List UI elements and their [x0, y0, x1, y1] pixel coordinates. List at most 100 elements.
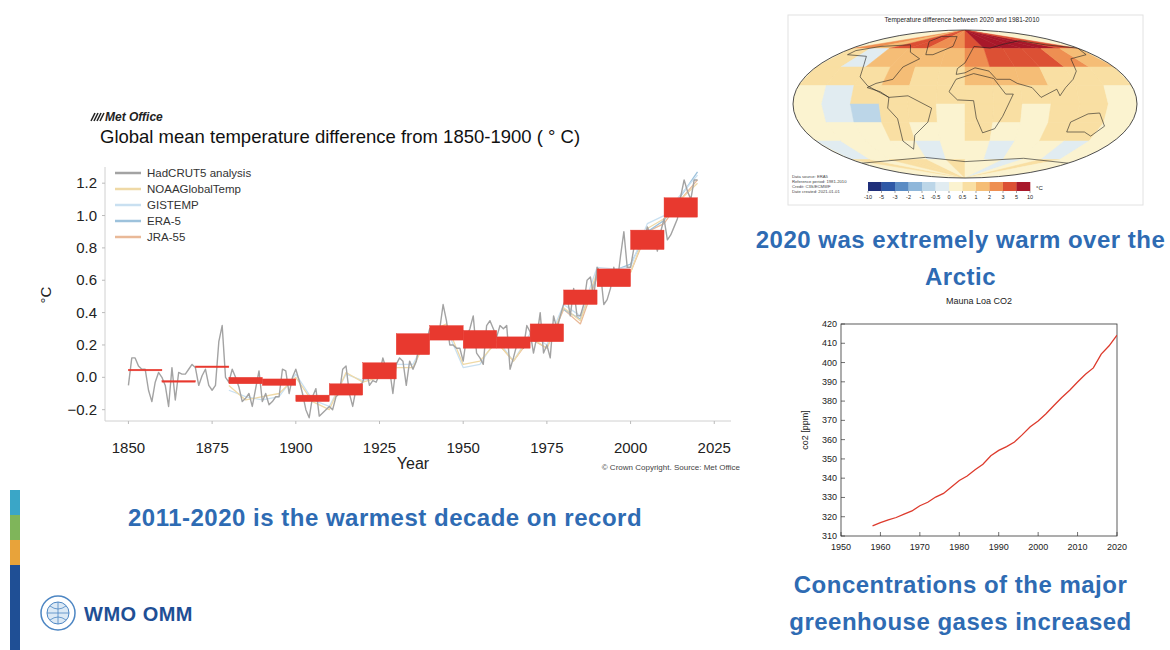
side-stripe — [10, 540, 20, 565]
x-tick — [463, 421, 464, 424]
colorbar-swatch — [963, 182, 977, 191]
x-tick — [128, 421, 129, 424]
map-cell — [889, 160, 965, 179]
x-tick-label: 2010 — [1068, 542, 1088, 552]
map-cell — [908, 86, 938, 105]
map-cell — [1089, 67, 1131, 86]
caption: 2011-2020 is the warmest decade on recor… — [85, 499, 685, 536]
x-tick — [998, 532, 999, 536]
map-cell — [1048, 104, 1079, 123]
wmo-emblem — [41, 596, 75, 630]
x-tick-label: 2000 — [614, 439, 647, 456]
anomaly-map: Temperature difference between 2020 and … — [788, 15, 1143, 205]
x-tick — [212, 421, 213, 424]
map-cell — [850, 86, 881, 105]
colorbar-label: -3 — [893, 194, 898, 200]
x-tick-label: 1875 — [195, 439, 228, 456]
chart-title: Mauna Loa CO2 — [946, 296, 1012, 306]
met-office-logo: Met Office — [91, 110, 163, 124]
y-tick-label: 1.2 — [76, 174, 97, 191]
map-title: Temperature difference between 2020 and … — [885, 16, 1040, 24]
y-tick-label: 400 — [822, 358, 837, 368]
y-tick — [102, 215, 105, 216]
decade-box — [396, 334, 429, 355]
x-tick-label: 1990 — [989, 542, 1009, 552]
colorbar-tick — [1030, 191, 1031, 193]
colorbar-tick — [962, 191, 963, 193]
map-cell — [879, 104, 909, 123]
colorbar-tick — [1016, 191, 1017, 193]
y-tick-label: 420 — [822, 319, 837, 329]
decade-box — [195, 366, 228, 368]
map-frame — [788, 15, 1143, 205]
map-cell — [937, 123, 965, 142]
legend: HadCRUT5 analysisNOAAGlobalTempGISTEMPER… — [115, 167, 251, 243]
map-cell — [946, 30, 965, 49]
x-tick-label: 2000 — [1028, 542, 1048, 552]
legend-label: NOAAGlobalTemp — [147, 183, 241, 195]
colorbar-swatch — [976, 182, 990, 191]
x-tick-label: 1975 — [530, 439, 563, 456]
map-cell — [1076, 86, 1108, 105]
y-tick — [841, 401, 845, 402]
map-cell — [793, 104, 826, 123]
y-tick — [841, 478, 845, 479]
map-cell — [1104, 86, 1137, 105]
coastline — [926, 37, 957, 55]
x-axis-line — [105, 421, 731, 422]
y-tick — [841, 362, 845, 363]
decade-box — [296, 395, 329, 401]
y-tick-label: 0.8 — [76, 239, 97, 256]
colorbar-swatch — [949, 182, 963, 191]
colorbar-tick — [935, 191, 936, 193]
colorbar-swatch — [936, 182, 950, 191]
series-line — [229, 175, 698, 406]
legend-label: HadCRUT5 analysis — [147, 167, 251, 179]
decade-box — [162, 381, 195, 383]
y-tick — [102, 280, 105, 281]
legend-label: JRA-55 — [147, 231, 185, 243]
decade-box — [631, 230, 664, 249]
legend-swatch — [115, 204, 141, 207]
map-cell — [1060, 141, 1114, 160]
colorbar-label: 5 — [1015, 194, 1018, 200]
y-tick-label: 320 — [822, 512, 837, 522]
logo-text: Met Office — [105, 110, 163, 124]
x-tick-label: 1960 — [870, 542, 890, 552]
map-cell — [850, 104, 881, 123]
side-stripe — [10, 490, 20, 515]
legend-label: ERA-5 — [147, 215, 181, 227]
map-cell — [822, 104, 854, 123]
map-cell — [965, 104, 994, 123]
y-tick — [102, 344, 105, 345]
y-tick-label: 1.0 — [76, 207, 97, 224]
y-tick — [102, 183, 105, 184]
map-cell — [1048, 86, 1079, 105]
y-tick-label: 360 — [822, 435, 837, 445]
map-cell — [851, 30, 965, 49]
plot-area — [128, 172, 697, 418]
x-tick — [1117, 532, 1118, 536]
map-cell — [1104, 104, 1137, 123]
map-cell — [822, 86, 854, 105]
map-cell — [927, 30, 965, 49]
map-cell — [940, 49, 965, 68]
chart-title: Global mean temperature difference from … — [100, 126, 580, 147]
caption: 2020 was extremely warm over the Arctic — [748, 221, 1170, 295]
y-tick-label: 410 — [822, 338, 837, 348]
colorbar-tick — [908, 191, 909, 193]
legend-swatch — [115, 236, 141, 239]
y-axis-label: °C — [37, 286, 54, 303]
colorbar-swatch — [1017, 182, 1031, 191]
temperature-chart: Met Office Global mean temperature differ… — [37, 110, 741, 472]
coastline — [888, 96, 932, 149]
map-outline — [793, 30, 1137, 178]
colorbar-swatch — [882, 182, 896, 191]
y-axis-line — [105, 167, 106, 421]
map-cell — [965, 30, 1079, 49]
colorbar-swatch — [1003, 182, 1017, 191]
series-line — [497, 180, 698, 361]
x-tick — [880, 532, 881, 536]
colorbar-swatch — [922, 182, 936, 191]
y-tick-label: 0.6 — [76, 271, 97, 288]
